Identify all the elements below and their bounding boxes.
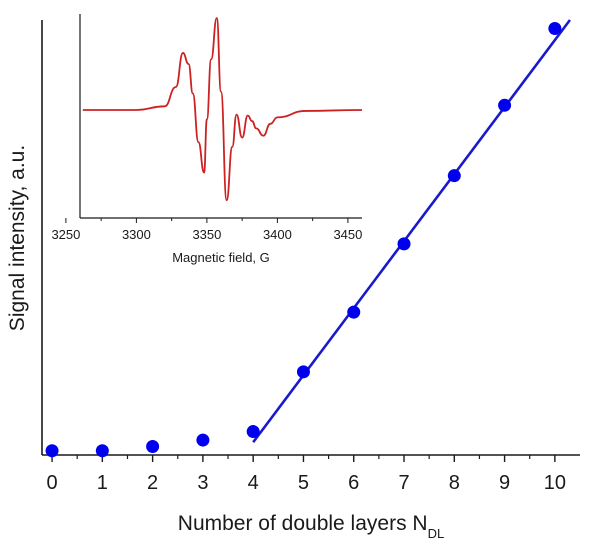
main-x-axis-label-subscript: DL xyxy=(428,526,445,541)
inset-x-tick-label: 3350 xyxy=(192,227,221,242)
main-axes xyxy=(41,20,580,456)
inset-x-tick-label: 3450 xyxy=(333,227,362,242)
main-x-tick-label: 9 xyxy=(499,472,510,494)
inset-x-tick-label: 3250 xyxy=(51,227,80,242)
main-y-axis-label: Signal intensity, a.u. xyxy=(6,145,29,331)
main-data-point xyxy=(447,169,461,183)
main-fit-line-group xyxy=(252,19,571,443)
inset-chart: 3250 3300 3350 3400 3450 Magnetic field, G xyxy=(51,14,362,265)
main-x-tick-label: 4 xyxy=(248,472,259,494)
main-x-tick-label: 6 xyxy=(348,472,359,494)
main-x-tick-label: 2 xyxy=(147,472,158,494)
inset-spectrum-line xyxy=(82,17,363,202)
main-axis-labels: Number of double layers NDL Signal intens… xyxy=(6,145,444,541)
inset-x-axis-label: Magnetic field, G xyxy=(172,250,270,265)
inset-x-tick-label: 3400 xyxy=(263,227,292,242)
main-x-tick-label: 8 xyxy=(449,472,460,494)
main-data-point xyxy=(45,444,59,458)
main-data-point xyxy=(347,305,361,319)
main-x-tick-label: 5 xyxy=(298,472,309,494)
main-data-point xyxy=(397,237,411,251)
inset-x-tick-label: 3300 xyxy=(122,227,151,242)
main-data-points xyxy=(45,22,562,458)
main-data-point xyxy=(498,98,512,112)
main-fit-line xyxy=(252,19,571,443)
main-x-axis-label: Number of double layers NDL xyxy=(178,512,444,541)
main-data-point xyxy=(296,365,310,379)
main-data-point xyxy=(246,425,260,439)
main-data-point xyxy=(196,433,210,447)
main-x-tick-label: 1 xyxy=(97,472,108,494)
main-x-tick-label: 7 xyxy=(398,472,409,494)
main-x-tick-label: 10 xyxy=(544,472,566,494)
main-x-tick-label: 3 xyxy=(197,472,208,494)
main-x-ticks: 0 1 2 3 4 5 6 7 8 9 10 xyxy=(46,455,566,494)
main-data-point xyxy=(548,22,562,36)
main-data-point xyxy=(95,444,109,458)
main-data-point xyxy=(146,439,160,453)
main-x-tick-label: 0 xyxy=(46,472,57,494)
